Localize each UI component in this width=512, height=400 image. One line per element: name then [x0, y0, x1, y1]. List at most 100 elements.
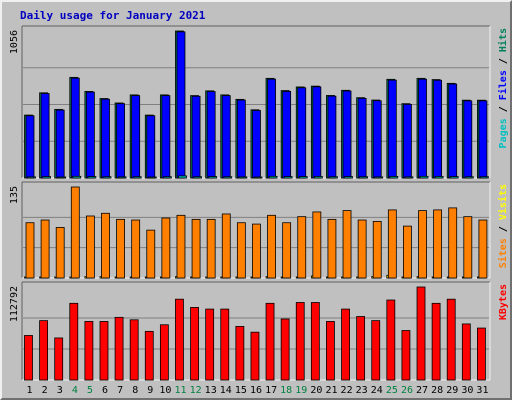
bar-files-day-12	[191, 95, 201, 179]
chart-title: Daily usage for January 2021	[20, 9, 206, 22]
bar-files-day-20	[312, 86, 322, 179]
bar-files-day-9	[146, 115, 156, 179]
bar-kbytes-day-3	[54, 337, 64, 381]
bar-kbytes-day-21	[326, 321, 335, 381]
x-tick-day-3: 3	[57, 385, 63, 396]
side-legend: KBytes	[498, 284, 509, 320]
bar-files-day-26	[403, 103, 412, 179]
x-tick-day-31: 31	[476, 385, 488, 396]
bar-sites-day-29	[448, 207, 458, 279]
bar-pages-day-3	[57, 176, 67, 179]
bar-sites-day-20	[312, 211, 322, 279]
bar-sites-day-18	[282, 222, 292, 279]
x-tick-day-27: 27	[416, 385, 428, 396]
bar-sites-day-19	[297, 216, 307, 279]
bar-files-day-13	[206, 91, 216, 179]
bar-pages-day-29	[449, 176, 459, 179]
bar-files-day-31	[478, 100, 488, 179]
legend-kbytes: KBytes	[498, 284, 509, 320]
bar-sites-day-3	[55, 227, 65, 279]
x-tick-day-1: 1	[27, 385, 33, 396]
bar-pages-day-23	[359, 176, 369, 179]
bar-pages-day-26	[404, 176, 414, 179]
bar-kbytes-day-15	[235, 326, 245, 381]
x-tick-day-4: 4	[72, 385, 78, 396]
y-max-label: 1056	[9, 30, 20, 54]
bar-files-day-7	[116, 103, 125, 179]
side-legend: Sites / Visits	[497, 184, 509, 268]
bar-kbytes-day-22	[341, 308, 350, 381]
bar-sites-day-31	[478, 219, 488, 279]
bar-kbytes-day-11	[175, 298, 184, 381]
bar-kbytes-day-25	[386, 299, 396, 381]
bar-files-day-3	[55, 109, 65, 179]
bar-pages-day-14	[223, 176, 233, 179]
bar-pages-day-21	[329, 176, 338, 179]
bar-kbytes-day-17	[265, 302, 275, 381]
bar-kbytes-day-28	[431, 302, 441, 381]
bar-files-day-18	[282, 91, 292, 179]
x-tick-day-12: 12	[190, 385, 202, 396]
bar-files-day-16	[252, 110, 261, 179]
bar-sites-day-16	[252, 223, 261, 279]
x-tick-day-10: 10	[159, 385, 171, 396]
y-max-label: 112792	[9, 286, 20, 322]
bar-kbytes-day-19	[295, 302, 305, 381]
x-tick-day-7: 7	[117, 385, 123, 396]
x-tick-day-13: 13	[205, 385, 217, 396]
bar-sites-day-24	[372, 220, 382, 279]
bar-files-day-25	[387, 79, 397, 179]
bar-files-day-17	[267, 78, 276, 179]
bar-pages-day-16	[253, 176, 263, 179]
bar-kbytes-day-2	[39, 320, 48, 381]
bar-sites-day-8	[131, 219, 141, 279]
side-legend: Pages / Files / Hits	[497, 28, 509, 148]
bar-sites-day-26	[403, 225, 412, 279]
bar-kbytes-day-27	[416, 286, 426, 381]
x-tick-day-17: 17	[265, 385, 277, 396]
bar-sites-day-30	[463, 216, 473, 279]
bar-pages-day-17	[268, 175, 278, 179]
x-tick-day-25: 25	[386, 385, 398, 396]
x-tick-day-23: 23	[356, 385, 368, 396]
bar-kbytes-day-29	[446, 298, 456, 381]
bar-kbytes-day-6	[99, 321, 109, 381]
bar-kbytes-day-8	[129, 319, 139, 381]
bar-files-day-21	[327, 95, 337, 179]
bar-kbytes-day-12	[190, 307, 199, 381]
bar-pages-day-27	[419, 175, 429, 179]
x-tick-day-30: 30	[461, 385, 473, 396]
bar-kbytes-day-5	[84, 321, 94, 381]
legend-pages: Pages	[498, 118, 509, 148]
bar-pages-day-6	[102, 176, 112, 179]
x-tick-day-9: 9	[147, 385, 153, 396]
bar-pages-day-13	[208, 176, 218, 179]
bar-kbytes-day-30	[461, 323, 471, 381]
bar-kbytes-day-13	[205, 308, 215, 381]
bar-pages-day-10	[162, 176, 172, 179]
bar-pages-day-22	[344, 176, 353, 179]
bar-sites-day-27	[418, 210, 427, 279]
bar-files-day-23	[357, 97, 367, 179]
bar-kbytes-day-9	[144, 330, 154, 381]
x-tick-day-24: 24	[371, 385, 383, 396]
bar-files-day-14	[221, 95, 231, 179]
bar-pages-day-20	[313, 176, 323, 179]
bar-pages-day-7	[117, 176, 127, 179]
bar-sites-day-12	[191, 218, 201, 279]
x-tick-day-6: 6	[102, 385, 108, 396]
bar-pages-day-4	[72, 175, 82, 179]
bar-files-day-10	[161, 95, 171, 179]
x-tick-day-20: 20	[310, 385, 322, 396]
legend-separator: /	[498, 220, 509, 238]
bar-pages-day-2	[42, 176, 51, 179]
bar-sites-day-13	[206, 218, 216, 279]
x-tick-day-28: 28	[431, 385, 443, 396]
bar-files-day-24	[372, 100, 382, 179]
bar-files-day-27	[418, 78, 427, 179]
bar-files-day-11	[176, 31, 186, 179]
bar-sites-day-4	[70, 186, 80, 279]
bar-sites-day-7	[116, 218, 125, 279]
bar-sites-day-6	[101, 212, 110, 279]
